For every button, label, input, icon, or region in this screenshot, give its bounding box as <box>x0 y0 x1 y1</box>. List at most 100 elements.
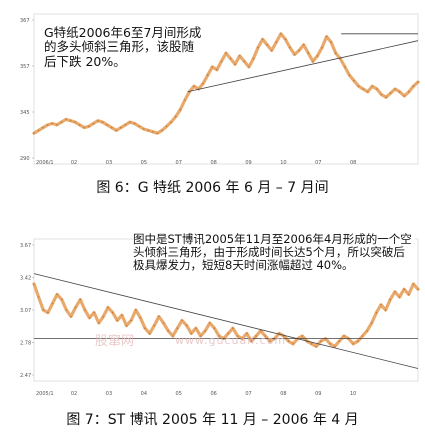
price-point <box>280 33 282 35</box>
price-point <box>412 85 415 87</box>
price-point <box>37 296 40 298</box>
price-point <box>129 121 131 123</box>
price-point <box>398 296 401 298</box>
price-point <box>375 311 378 314</box>
price-point <box>98 322 100 324</box>
x-tick-label: 08 <box>350 160 356 166</box>
price-point <box>51 302 54 305</box>
price-point <box>174 115 177 118</box>
chart-panel-1: 367 357 345 290 2006/1 02 03 05 07 08 09 10 07 08 G特纸… <box>0 0 425 205</box>
price-point <box>116 319 119 322</box>
price-point <box>33 132 35 134</box>
y-tick-label: 345 <box>20 110 30 116</box>
x-tick-label: 09 <box>245 160 251 166</box>
plot-frame <box>33 13 419 165</box>
price-point <box>47 311 49 314</box>
price-point <box>125 324 128 327</box>
x-tick-label: 07 <box>176 160 182 166</box>
price-point <box>408 91 410 93</box>
chart-1: 367 357 345 290 2006/1 02 03 05 07 08 09 10 07 08 <box>20 13 420 166</box>
price-point <box>298 49 300 52</box>
price-point <box>234 63 236 65</box>
x-tick-label: 04 <box>141 391 147 397</box>
price-point <box>243 60 246 63</box>
price-point <box>266 44 268 46</box>
price-point <box>246 332 248 335</box>
price-point <box>97 119 99 122</box>
price-point <box>284 38 287 41</box>
price-point <box>259 330 262 332</box>
price-point <box>216 68 218 71</box>
price-point <box>352 343 355 345</box>
price-point <box>248 66 250 68</box>
chart-panel-2: 3.67 3.42 3.07 2.78 2.47 2005/1 02 03 04 05 06 07 08… <box>0 225 425 439</box>
price-point <box>61 298 63 301</box>
price-point <box>70 315 72 318</box>
price-point <box>357 85 360 87</box>
price-point <box>176 327 179 329</box>
price-point <box>380 93 383 96</box>
price-point <box>204 330 206 332</box>
price-point <box>255 335 257 337</box>
price-point <box>138 125 140 128</box>
price-point <box>225 52 227 54</box>
x-tick-label: 10 <box>280 160 286 166</box>
trendline-lower <box>187 40 419 93</box>
price-point <box>142 128 145 130</box>
price-point <box>380 304 382 306</box>
price-point <box>376 88 378 90</box>
price-point <box>60 121 63 123</box>
price-point <box>213 327 216 329</box>
price-point <box>88 317 91 319</box>
watermark-url: www.gucuan.com <box>175 334 287 347</box>
price-point <box>190 332 193 335</box>
price-point <box>270 49 273 52</box>
price-point <box>181 319 183 322</box>
price-point <box>135 309 137 311</box>
price-point <box>398 91 401 93</box>
price-point <box>152 131 154 133</box>
price-point <box>325 35 328 38</box>
price-point <box>329 343 331 345</box>
price-point <box>51 122 54 125</box>
price-point <box>79 298 82 301</box>
price-point <box>202 82 204 85</box>
price-point <box>384 309 387 311</box>
price-point <box>33 283 35 285</box>
price-point <box>389 92 392 94</box>
price-point <box>227 332 230 335</box>
price-point <box>65 309 68 311</box>
price-point <box>121 314 123 316</box>
price-point <box>170 121 172 123</box>
price-point <box>403 95 406 97</box>
price-point <box>348 74 351 76</box>
price-point <box>412 283 415 285</box>
price-point <box>394 88 396 90</box>
price-point <box>65 118 67 121</box>
price-point <box>69 119 72 122</box>
price-point <box>220 60 223 63</box>
price-point <box>167 330 169 332</box>
price-point <box>106 124 108 126</box>
price-point <box>124 124 127 126</box>
price-point <box>139 317 142 319</box>
price-point <box>389 298 392 301</box>
price-point <box>165 125 168 128</box>
price-point <box>252 57 255 60</box>
price-point <box>209 322 211 324</box>
x-tick-label: 07 <box>245 391 251 397</box>
y-tick-label: 3.67 <box>20 243 31 249</box>
price-point <box>338 340 341 342</box>
price-point <box>312 60 314 63</box>
watermark-site-name: 股窜网 <box>95 334 135 349</box>
price-point <box>92 122 95 125</box>
price-point <box>162 322 165 324</box>
x-tick-label: 07 <box>315 160 321 166</box>
price-point <box>269 340 271 342</box>
price-point <box>144 327 146 329</box>
price-point <box>133 122 136 125</box>
price-point <box>292 343 294 345</box>
price-point <box>238 55 241 57</box>
chart-1-annotation: G特纸2006年6至7月间形成的多头倾斜三角形，该股随后下跌 20%。 <box>44 25 202 70</box>
price-point <box>344 66 346 68</box>
